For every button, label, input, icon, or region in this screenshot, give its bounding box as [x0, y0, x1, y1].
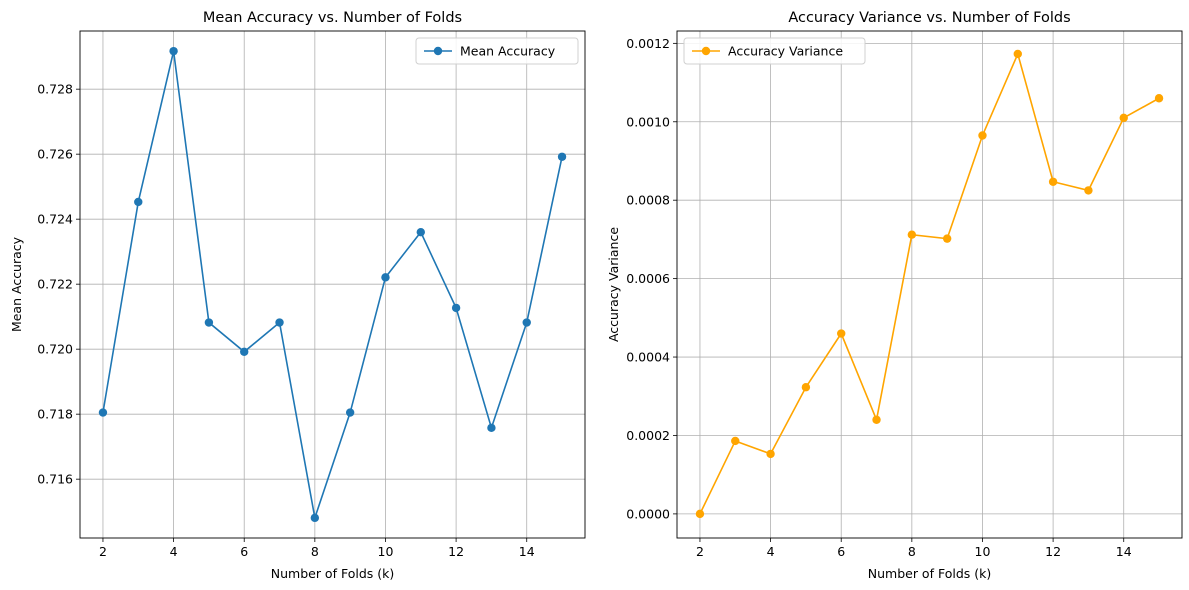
y-tick-label: 0.728 [37, 82, 73, 97]
grid [677, 31, 1182, 538]
chart-title: Mean Accuracy vs. Number of Folds [203, 10, 462, 26]
data-point [240, 347, 249, 356]
data-point [731, 436, 740, 446]
x-tick-label: 2 [99, 544, 107, 559]
data-point [204, 318, 214, 327]
data-point [1154, 94, 1164, 103]
x-tick-label: 8 [908, 544, 916, 559]
y-tick-label: 0.724 [37, 212, 73, 227]
data-point [416, 227, 425, 237]
grid [80, 31, 585, 538]
data-point [837, 329, 846, 338]
x-tick-label: 14 [519, 544, 535, 559]
x-tick-label: 10 [975, 544, 991, 559]
x-tick-label: 6 [837, 544, 845, 559]
data-point [1048, 177, 1058, 186]
chart-title: Accuracy Variance vs. Number of Folds [788, 10, 1070, 26]
y-tick-label: 0.0012 [626, 36, 670, 51]
legend-box [415, 37, 579, 65]
data-point [766, 449, 775, 459]
y-axis-label: Accuracy Variance [606, 227, 621, 342]
legend-box [683, 37, 866, 65]
data-point [345, 408, 355, 417]
data-point [487, 423, 496, 433]
data-point [978, 131, 987, 140]
y-tick-label: 0.0010 [626, 114, 670, 129]
axes-frame [676, 30, 1183, 539]
data-point [451, 303, 461, 313]
y-tick-label: 0.716 [37, 472, 73, 487]
legend-marker [701, 46, 711, 56]
y-axis-label: Mean Accuracy [9, 236, 24, 332]
data-point [557, 152, 567, 161]
x-tick-label: 6 [240, 544, 248, 559]
data-point [310, 513, 320, 523]
data-point [695, 509, 705, 519]
accuracy-variance-chart: Accuracy Variance vs. Number of Folds Nu… [606, 10, 1183, 581]
y-tick-label: 0.0004 [626, 350, 670, 365]
y-tick-label: 0.720 [37, 342, 73, 357]
y-tick-label: 0.718 [37, 407, 73, 422]
data-point [907, 230, 917, 239]
series-line [102, 50, 563, 519]
data-point [1119, 113, 1128, 123]
axes-frame [79, 30, 586, 539]
y-tick-label: 0.722 [37, 277, 73, 292]
data-point [872, 415, 881, 424]
x-tick-label: 8 [311, 544, 319, 559]
data-point [942, 234, 952, 243]
y-tick-label: 0.0008 [626, 193, 670, 208]
data-point [1013, 49, 1022, 59]
data-point [1084, 186, 1093, 195]
mean-accuracy-chart: Mean Accuracy vs. Number of Folds Number… [9, 10, 586, 581]
x-tick-label: 4 [170, 544, 178, 559]
data-point [522, 318, 531, 327]
data-point [98, 408, 108, 417]
data-point [801, 383, 811, 392]
x-tick-label: 4 [767, 544, 775, 559]
data-point [381, 273, 390, 282]
x-tick-label: 12 [448, 544, 464, 559]
y-tick-label: 0.0000 [626, 506, 670, 521]
legend-label: Accuracy Variance [728, 44, 843, 59]
x-axis-label: Number of Folds (k) [271, 566, 395, 581]
legend: Mean Accuracy [415, 37, 579, 65]
x-tick-label: 10 [378, 544, 394, 559]
x-tick-label: 14 [1116, 544, 1132, 559]
series-line [699, 51, 1160, 515]
data-point [134, 197, 143, 207]
x-tick-label: 2 [696, 544, 704, 559]
y-tick-label: 0.0006 [626, 271, 670, 286]
legend-marker [433, 46, 443, 56]
y-tick-label: 0.726 [37, 147, 73, 162]
x-tick-label: 12 [1045, 544, 1061, 559]
legend-label: Mean Accuracy [460, 44, 556, 59]
data-point [275, 318, 284, 327]
y-tick-label: 0.0002 [626, 428, 670, 443]
x-axis-label: Number of Folds (k) [868, 566, 992, 581]
data-point [169, 46, 178, 56]
legend: Accuracy Variance [683, 37, 866, 65]
